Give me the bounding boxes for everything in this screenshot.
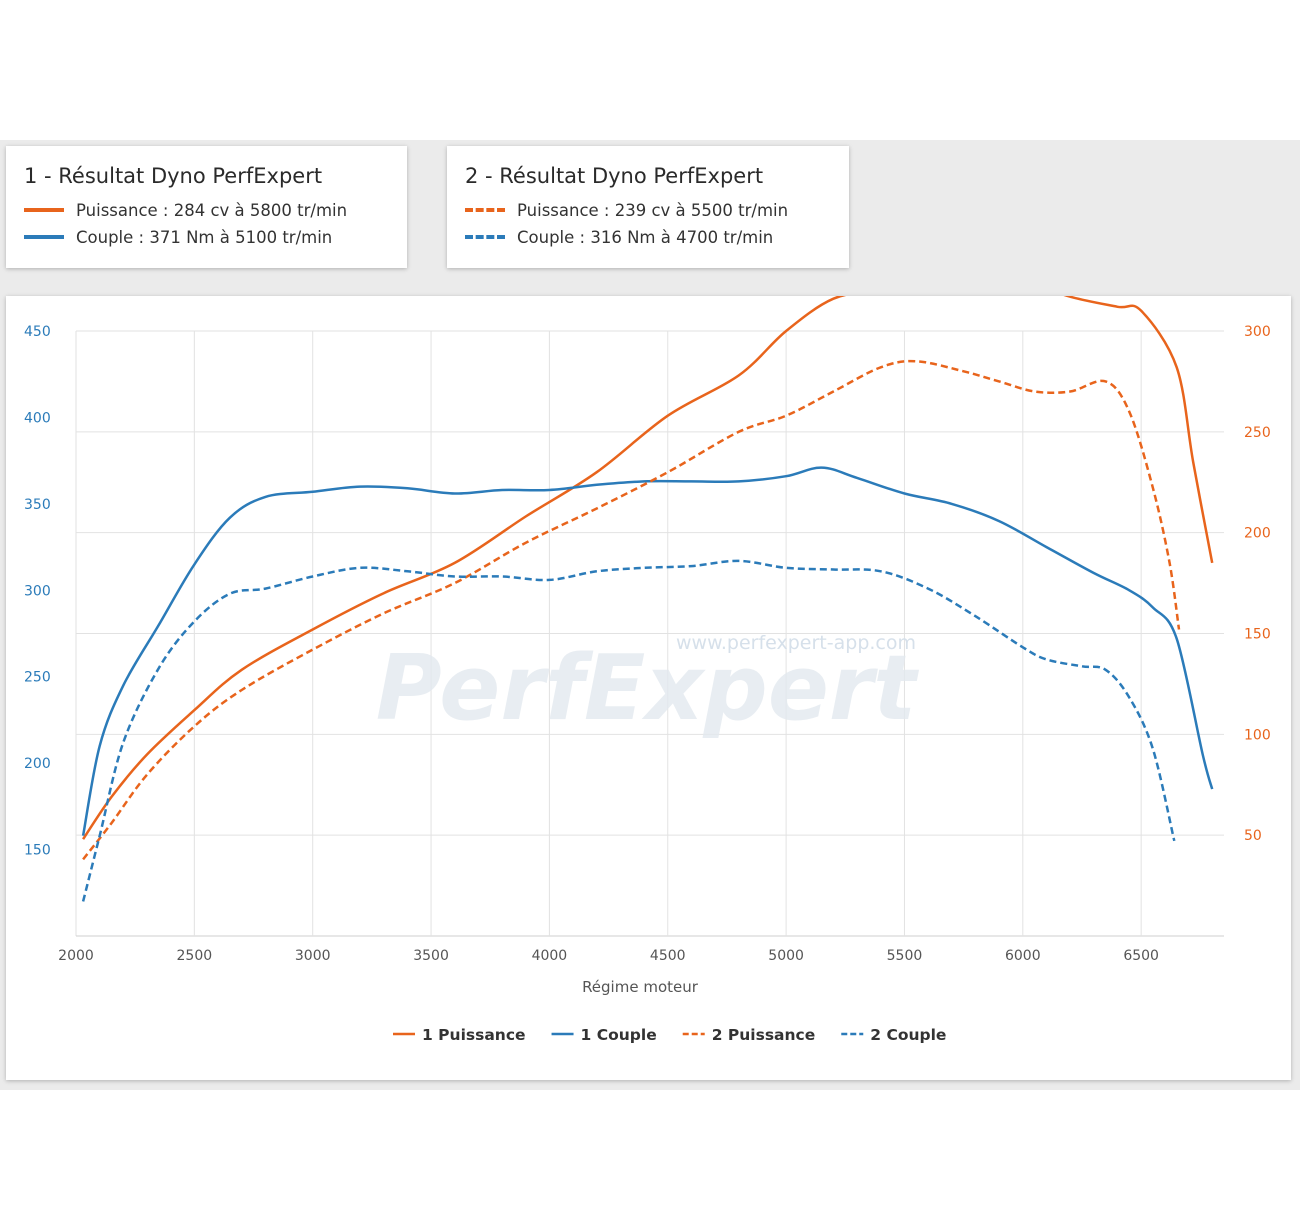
x-axis-title: Régime moteur xyxy=(582,978,699,996)
legend-label: 1 Puissance xyxy=(422,1026,526,1044)
x-tick-label: 5500 xyxy=(887,948,923,964)
x-tick-label: 4500 xyxy=(650,948,686,964)
series-line-1-couple xyxy=(81,466,1214,836)
right-y-tick-label: 100 xyxy=(1244,727,1271,743)
power-summary-line: Puissance : 239 cv à 5500 tr/min xyxy=(465,199,788,221)
right-y-tick-label: 150 xyxy=(1244,627,1271,643)
power-summary-line: Puissance : 284 cv à 5800 tr/min xyxy=(24,199,347,221)
torque-summary-line: Couple : 371 Nm à 5100 tr/min xyxy=(24,226,332,248)
left-y-tick-label: 250 xyxy=(24,670,51,686)
series-line-2-puissance xyxy=(82,359,1181,861)
dyno-chart-card: www.perfexpert-app.com PerfExpert 2000 25… xyxy=(6,267,1291,1080)
left-y-tick-label: 450 xyxy=(24,324,51,340)
right-y-tick-label: 300 xyxy=(1244,324,1271,340)
power-summary-text: Puissance : 284 cv à 5800 tr/min xyxy=(76,200,348,220)
dyno-result-card-1: 1 - Résultat Dyno PerfExpert Puissance :… xyxy=(6,146,407,268)
card-title: 2 - Résultat Dyno PerfExpert xyxy=(465,164,764,188)
card-title: 1 - Résultat Dyno PerfExpert xyxy=(24,164,323,188)
solid-orange-line-swatch xyxy=(24,208,64,212)
legend-item-1-puissance[interactable]: 1 Puissance xyxy=(393,1026,526,1044)
legend-label: 2 Couple xyxy=(870,1026,946,1044)
torque-summary-text: Couple : 371 Nm à 5100 tr/min xyxy=(76,227,333,247)
watermark: www.perfexpert-app.com PerfExpert xyxy=(376,632,920,741)
right-y-tick-label: 50 xyxy=(1244,828,1262,844)
torque-summary-text: Couple : 316 Nm à 4700 tr/min xyxy=(517,227,774,247)
right-y-tick-label: 250 xyxy=(1244,425,1271,441)
left-y-tick-label: 400 xyxy=(24,410,51,426)
left-y-tick-label: 200 xyxy=(24,756,51,772)
dyno-chart: www.perfexpert-app.com PerfExpert 2000 25… xyxy=(24,267,1271,1044)
solid-blue-line-swatch xyxy=(24,235,64,239)
right-y-tick-label: 200 xyxy=(1244,526,1271,542)
left-y-tick-label: 350 xyxy=(24,497,51,513)
x-tick-label: 5000 xyxy=(768,948,804,964)
legend-label: 1 Couple xyxy=(581,1026,657,1044)
x-tick-label: 6000 xyxy=(1005,948,1041,964)
x-tick-label: 2500 xyxy=(177,948,213,964)
x-tick-label: 4000 xyxy=(532,948,568,964)
legend-item-2-couple[interactable]: 2 Couple xyxy=(841,1026,946,1044)
watermark-url: www.perfexpert-app.com xyxy=(676,632,916,654)
legend-item-2-puissance[interactable]: 2 Puissance xyxy=(682,1026,816,1044)
watermark-logo: PerfExpert xyxy=(376,636,920,741)
series-line-1-puissance xyxy=(82,267,1214,840)
dyno-result-card-2: 2 - Résultat Dyno PerfExpert Puissance :… xyxy=(447,146,849,268)
power-summary-text: Puissance : 239 cv à 5500 tr/min xyxy=(517,200,789,220)
x-tick-label: 6500 xyxy=(1123,948,1159,964)
x-tick-label: 2000 xyxy=(58,948,94,964)
legend-label: 2 Puissance xyxy=(712,1026,816,1044)
left-y-tick-label: 300 xyxy=(24,583,51,599)
legend-item-1-couple[interactable]: 1 Couple xyxy=(551,1026,657,1044)
left-y-tick-label: 150 xyxy=(24,843,51,859)
dashed-blue-line-swatch xyxy=(465,235,505,239)
x-tick-label: 3500 xyxy=(413,948,449,964)
torque-summary-line: Couple : 316 Nm à 4700 tr/min xyxy=(465,226,773,248)
dashed-orange-line-swatch xyxy=(465,208,505,212)
x-tick-label: 3000 xyxy=(295,948,331,964)
